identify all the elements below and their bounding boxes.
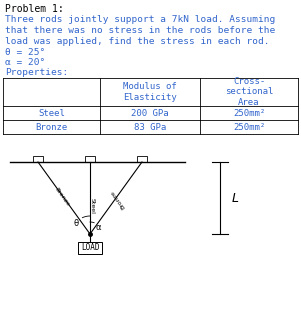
Bar: [33, 156, 43, 162]
Text: α = 20°: α = 20°: [5, 58, 45, 67]
Text: Bronze: Bronze: [36, 123, 68, 131]
Text: Cross-
sectional
Area: Cross- sectional Area: [225, 77, 273, 107]
Text: Bronze: Bronze: [110, 189, 126, 210]
Text: 250mm²: 250mm²: [233, 123, 265, 131]
Text: load was applied, find the stress in each rod.: load was applied, find the stress in eac…: [5, 37, 269, 46]
Text: Steel: Steel: [89, 198, 95, 214]
Text: Bronze: Bronze: [54, 186, 70, 207]
Text: Properties:: Properties:: [5, 68, 68, 77]
Text: θ = 25°: θ = 25°: [5, 48, 45, 57]
Text: Three rods jointly support a 7kN load. Assuming: Three rods jointly support a 7kN load. A…: [5, 15, 275, 24]
Text: Steel: Steel: [38, 109, 65, 117]
Text: 83 GPa: 83 GPa: [134, 123, 166, 131]
Bar: [85, 156, 95, 162]
Text: L: L: [232, 192, 239, 204]
Text: α: α: [95, 222, 101, 232]
Text: that there was no stress in the rods before the: that there was no stress in the rods bef…: [5, 26, 275, 35]
Text: θ: θ: [73, 219, 79, 229]
Text: Problem 1:: Problem 1:: [5, 4, 64, 14]
Text: 250mm²: 250mm²: [233, 109, 265, 117]
Bar: [137, 156, 147, 162]
Text: Modulus of
Elasticity: Modulus of Elasticity: [123, 82, 177, 102]
Bar: [78, 242, 102, 254]
Text: LOAD: LOAD: [81, 244, 99, 252]
Text: 200 GPa: 200 GPa: [131, 109, 169, 117]
